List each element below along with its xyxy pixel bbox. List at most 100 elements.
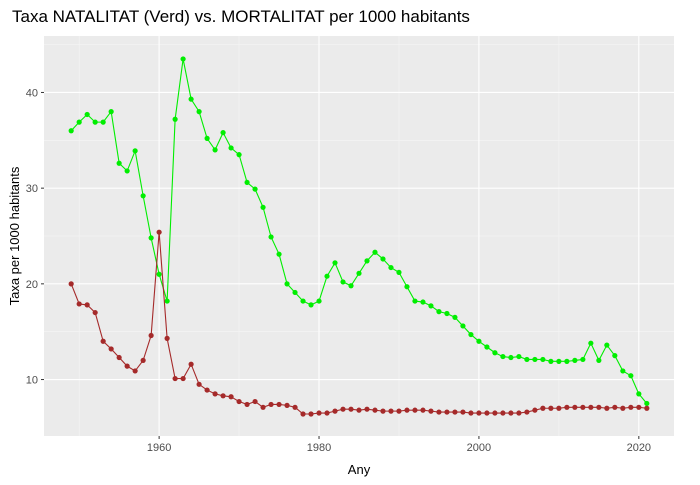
data-point xyxy=(476,410,482,416)
data-point xyxy=(444,310,450,317)
data-point xyxy=(396,269,402,275)
data-point xyxy=(148,235,154,241)
data-point xyxy=(524,409,530,415)
data-point xyxy=(556,405,562,411)
data-point xyxy=(412,298,418,304)
data-point xyxy=(428,408,434,414)
data-point xyxy=(532,407,538,413)
data-point xyxy=(180,375,186,382)
data-point xyxy=(92,309,98,316)
data-point xyxy=(308,411,314,417)
data-point xyxy=(260,204,266,210)
x-tick-label: 2000 xyxy=(467,442,491,454)
data-point xyxy=(500,353,506,360)
data-point xyxy=(564,358,570,364)
data-point xyxy=(220,130,226,136)
data-point xyxy=(164,335,170,341)
data-point xyxy=(156,229,162,235)
data-point xyxy=(276,251,282,257)
data-point xyxy=(572,404,578,410)
data-point xyxy=(548,358,554,364)
data-point xyxy=(268,401,274,408)
data-point xyxy=(388,408,394,414)
data-point xyxy=(332,408,338,414)
data-point xyxy=(124,363,130,369)
data-point xyxy=(364,406,370,412)
y-tick-label: 20 xyxy=(26,279,38,291)
data-point xyxy=(172,375,178,382)
data-point xyxy=(468,331,474,338)
data-point xyxy=(468,410,474,416)
x-tick-label: 1980 xyxy=(307,442,331,454)
data-point xyxy=(116,160,122,166)
data-point xyxy=(220,393,226,399)
data-point xyxy=(612,353,618,359)
data-point xyxy=(340,406,346,412)
data-point xyxy=(388,264,394,271)
data-point xyxy=(476,338,482,344)
data-point xyxy=(188,96,194,102)
data-point xyxy=(68,281,74,287)
data-point xyxy=(292,289,298,296)
data-point xyxy=(508,410,514,416)
data-point xyxy=(308,302,314,308)
data-point xyxy=(260,404,266,410)
data-point xyxy=(492,350,498,356)
data-point xyxy=(84,111,90,118)
data-point xyxy=(588,404,594,410)
data-point xyxy=(540,405,546,411)
data-point xyxy=(452,409,458,415)
data-point xyxy=(452,314,458,320)
data-point xyxy=(276,401,282,408)
data-point xyxy=(284,281,290,287)
data-point xyxy=(492,410,498,416)
data-point xyxy=(156,271,162,277)
data-point xyxy=(124,168,130,174)
data-point xyxy=(356,270,362,276)
data-point xyxy=(596,404,602,410)
data-point xyxy=(484,344,490,350)
data-point xyxy=(292,404,298,410)
data-point xyxy=(132,148,138,154)
data-point xyxy=(204,135,210,141)
gridlines xyxy=(44,36,674,436)
data-point xyxy=(212,147,218,153)
data-point xyxy=(396,408,402,414)
data-point xyxy=(132,368,138,374)
data-point xyxy=(572,357,578,363)
data-point xyxy=(100,119,106,125)
data-point xyxy=(180,56,186,62)
data-point xyxy=(172,116,178,122)
data-point xyxy=(516,353,522,360)
data-point xyxy=(252,398,258,405)
x-tick-label: 1960 xyxy=(147,442,171,454)
data-point xyxy=(516,410,522,416)
data-point xyxy=(228,145,234,151)
data-point xyxy=(564,404,570,410)
data-point xyxy=(68,128,74,134)
y-tick-label: 30 xyxy=(26,183,38,195)
data-point xyxy=(188,361,194,367)
data-point xyxy=(236,152,242,158)
series-2 xyxy=(68,229,650,417)
data-point xyxy=(436,309,442,315)
data-point xyxy=(420,299,426,305)
data-point xyxy=(604,405,610,411)
data-point xyxy=(244,401,250,408)
data-point xyxy=(348,283,354,289)
data-point xyxy=(636,391,642,397)
y-axis-title: Taxa per 1000 habitants xyxy=(7,166,22,305)
data-point xyxy=(444,409,450,415)
data-point xyxy=(532,356,538,363)
data-point xyxy=(148,332,154,339)
data-point xyxy=(244,179,250,186)
data-point xyxy=(580,404,586,410)
data-point xyxy=(428,303,434,309)
data-point xyxy=(548,405,554,411)
data-point xyxy=(228,394,234,400)
data-point xyxy=(140,357,146,363)
data-point xyxy=(596,357,602,363)
data-point xyxy=(340,279,346,285)
data-point xyxy=(588,340,594,346)
data-point xyxy=(364,258,370,264)
